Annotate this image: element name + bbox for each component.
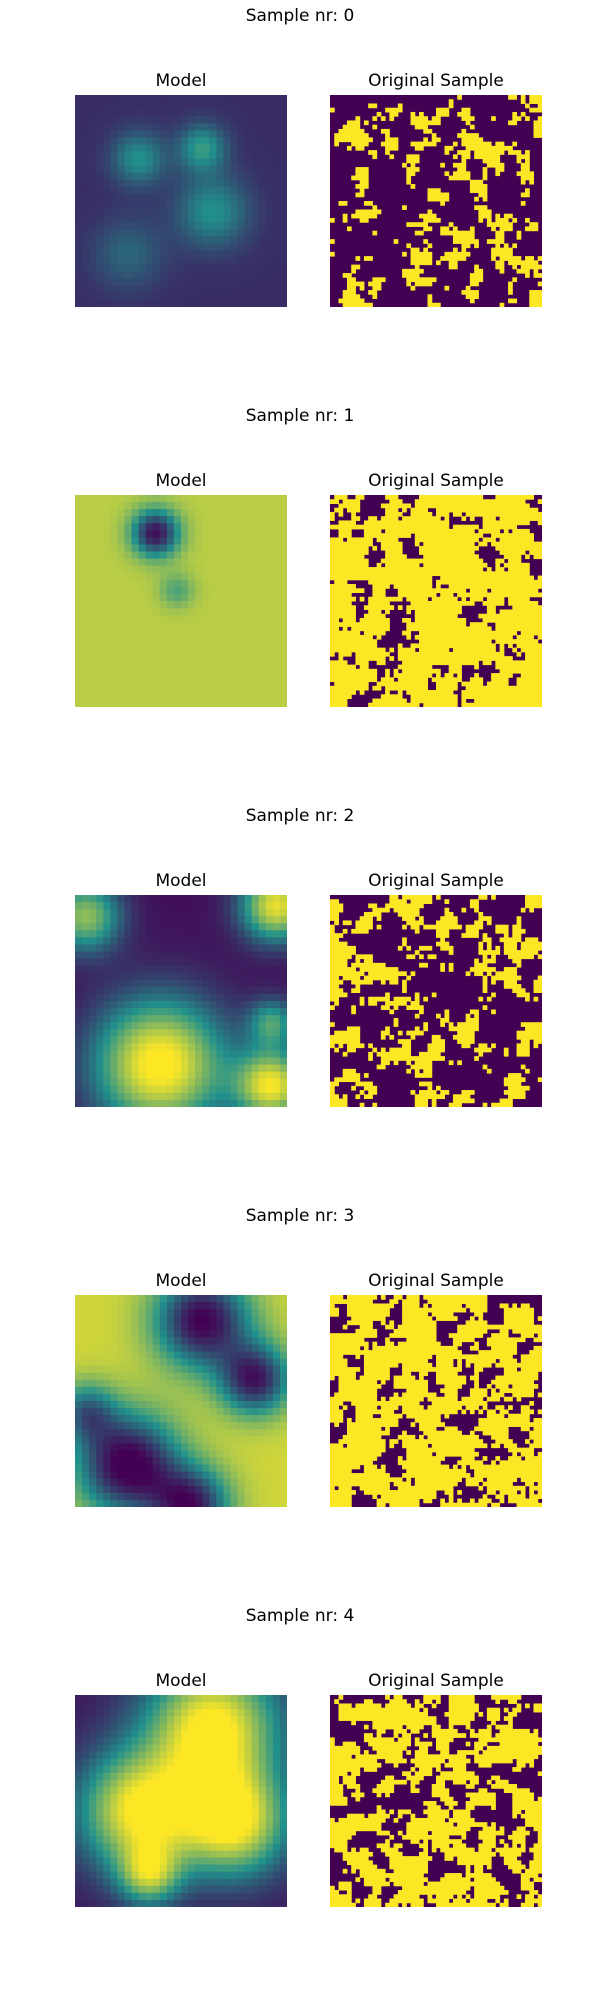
sample-group: Sample nr: 4 Model Original Sample	[0, 1600, 600, 2000]
model-image	[75, 95, 287, 307]
original-sample-image	[330, 95, 542, 307]
original-sample-image	[330, 895, 542, 1107]
original-panel-title: Original Sample	[368, 71, 504, 91]
model-heatmap	[75, 1295, 287, 1507]
sample-group: Sample nr: 2 Model Original Sample	[0, 800, 600, 1200]
sample-title: Sample nr: 1	[245, 406, 355, 426]
model-panel-title: Model	[155, 1671, 207, 1691]
original-panel-title: Original Sample	[368, 871, 504, 891]
original-sample-grid	[330, 1695, 542, 1907]
model-heatmap	[75, 895, 287, 1107]
original-sample-grid	[330, 1295, 542, 1507]
sample-title: Sample nr: 2	[245, 806, 355, 826]
original-sample-image	[330, 1695, 542, 1907]
original-sample-grid	[330, 95, 542, 307]
original-sample-grid	[330, 895, 542, 1107]
model-heatmap	[75, 95, 287, 307]
model-image	[75, 895, 287, 1107]
model-panel-title: Model	[155, 871, 207, 891]
model-panel-title: Model	[155, 471, 207, 491]
model-image	[75, 1695, 287, 1907]
model-image	[75, 495, 287, 707]
model-panel-title: Model	[155, 71, 207, 91]
model-heatmap	[75, 1695, 287, 1907]
sample-group: Sample nr: 1 Model Original Sample	[0, 400, 600, 800]
original-panel-title: Original Sample	[368, 471, 504, 491]
model-heatmap	[75, 495, 287, 707]
sample-title: Sample nr: 3	[245, 1206, 355, 1226]
sample-group: Sample nr: 0 Model Original Sample	[0, 0, 600, 400]
original-sample-image	[330, 1295, 542, 1507]
original-sample-image	[330, 495, 542, 707]
sample-group: Sample nr: 3 Model Original Sample	[0, 1200, 600, 1600]
original-panel-title: Original Sample	[368, 1271, 504, 1291]
sample-title: Sample nr: 0	[245, 6, 355, 26]
model-image	[75, 1295, 287, 1507]
model-panel-title: Model	[155, 1271, 207, 1291]
sample-title: Sample nr: 4	[245, 1606, 355, 1626]
original-panel-title: Original Sample	[368, 1671, 504, 1691]
original-sample-grid	[330, 495, 542, 707]
